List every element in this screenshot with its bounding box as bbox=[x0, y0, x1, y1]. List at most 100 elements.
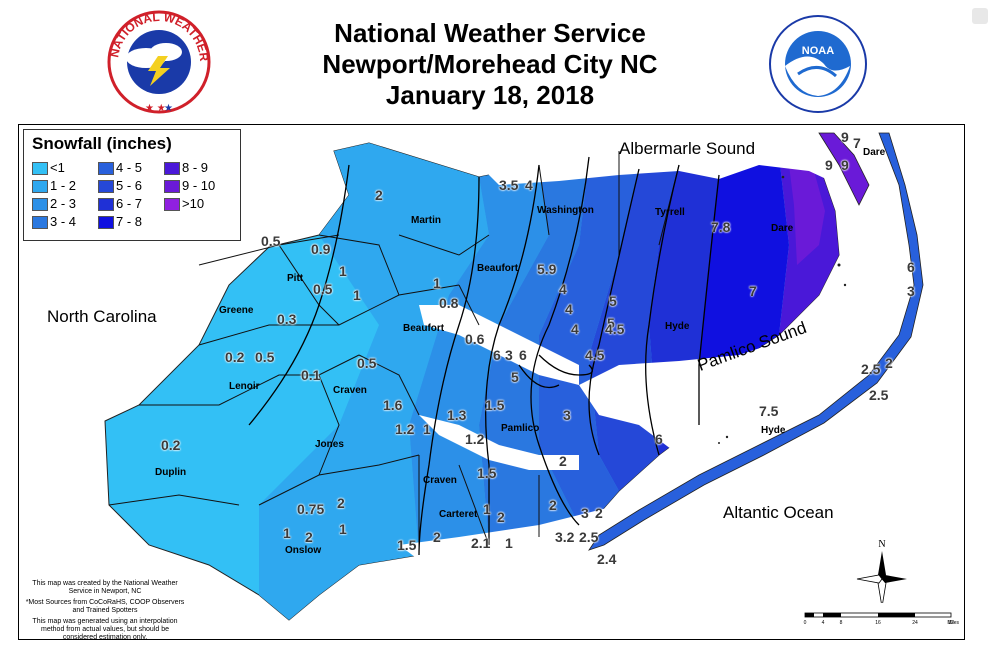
svg-text:8: 8 bbox=[840, 620, 843, 626]
noaa-logo: NOAA bbox=[769, 15, 867, 113]
svg-text:0: 0 bbox=[804, 620, 807, 626]
snow-value: 0.1 bbox=[301, 367, 321, 383]
snow-value: 3 bbox=[563, 407, 571, 423]
scale-bar: 0 4 8 16 24 32 Miles bbox=[804, 612, 959, 626]
snow-value: 2.5 bbox=[579, 529, 599, 545]
legend-swatch bbox=[164, 162, 180, 175]
svg-text:★ ★: ★ ★ bbox=[145, 103, 166, 114]
snow-value: 0.8 bbox=[439, 295, 459, 311]
county-jones: Jones bbox=[315, 439, 344, 450]
svg-text:4: 4 bbox=[822, 620, 825, 626]
snow-value: 5 bbox=[511, 369, 519, 385]
snow-value: 1.2 bbox=[465, 431, 485, 447]
snow-value: 2 bbox=[337, 495, 345, 511]
snow-value: 2.1 bbox=[471, 535, 491, 551]
snow-value: 0.3 bbox=[277, 311, 297, 327]
snow-value: 3 bbox=[581, 505, 589, 521]
county-beaufort-east: Beaufort bbox=[477, 263, 519, 274]
snow-value: 0.2 bbox=[225, 349, 245, 365]
svg-text:16: 16 bbox=[875, 620, 881, 626]
snow-value: 0.5 bbox=[357, 355, 377, 371]
snow-value: 2 bbox=[549, 497, 557, 513]
atlantic-ocean-label: Altantic Ocean bbox=[723, 503, 834, 522]
compass-rose-icon: N bbox=[856, 539, 907, 603]
legend-label: 3 - 4 bbox=[50, 214, 77, 229]
snowfall-legend: Snowfall (inches) <1 1 - 2 2 - 3 3 - 4 4 - 5… bbox=[23, 129, 241, 241]
snow-value: 7 bbox=[749, 283, 757, 299]
snow-value: 1.5 bbox=[477, 465, 497, 481]
county-lenoir: Lenoir bbox=[229, 381, 260, 392]
snow-value: 5 bbox=[607, 315, 615, 331]
snow-value: 1 bbox=[423, 421, 431, 437]
county-onslow: Onslow bbox=[285, 545, 322, 556]
legend-swatch bbox=[98, 216, 114, 229]
bogue-sound-water bbox=[399, 505, 639, 560]
snow-value: 1.6 bbox=[383, 397, 403, 413]
snow-value: 1 bbox=[483, 501, 491, 517]
snow-value: 2 bbox=[885, 355, 893, 371]
snowfall-contours bbox=[248, 156, 720, 556]
snow-value: 2 bbox=[433, 529, 441, 545]
snow-value: 0.9 bbox=[311, 241, 331, 257]
snow-value: 1 bbox=[283, 525, 291, 541]
snow-value: 1 bbox=[339, 263, 347, 279]
county-washington: Washington bbox=[537, 205, 594, 216]
county-hyde: Hyde bbox=[665, 321, 690, 332]
county-pitt: Pitt bbox=[287, 273, 304, 284]
county-martin: Martin bbox=[411, 215, 441, 226]
outer-banks-north bbox=[818, 132, 870, 206]
legend-label: <1 bbox=[50, 160, 65, 175]
county-tyrrell: Tyrrell bbox=[655, 207, 685, 218]
snow-value: 2 bbox=[305, 529, 313, 545]
legend-label: 5 - 6 bbox=[116, 178, 143, 193]
snow-value: 0.5 bbox=[255, 349, 275, 365]
snow-value: 7 bbox=[853, 135, 861, 151]
legend-label: 1 - 2 bbox=[50, 178, 77, 193]
county-dare: Dare bbox=[771, 223, 794, 234]
snow-value: 4 bbox=[565, 301, 573, 317]
albemarle-sound-label: Albermarle Sound bbox=[619, 139, 756, 158]
albemarle-sound-water bbox=[479, 139, 839, 185]
snow-value: 1.5 bbox=[485, 397, 505, 413]
map-header: NATIONAL WEATHER SERVICE ★ ★ ★ National … bbox=[0, 0, 998, 120]
county-craven-north: Craven bbox=[333, 385, 367, 396]
map-title-line-1: National Weather Service bbox=[334, 18, 646, 48]
svg-text:Miles: Miles bbox=[947, 620, 959, 626]
snow-value: 1 bbox=[339, 521, 347, 537]
legend-label: 6 - 7 bbox=[116, 196, 143, 211]
snow-value: 4.5 bbox=[605, 321, 625, 337]
snow-value: 5.9 bbox=[537, 261, 557, 277]
snow-value: 2.4 bbox=[597, 551, 617, 567]
svg-text:N: N bbox=[878, 539, 885, 550]
snow-value: 3.5 bbox=[499, 177, 519, 193]
snow-value: 2.5 bbox=[869, 387, 889, 403]
snow-value: 3.2 bbox=[555, 529, 575, 545]
snow-value: 6 bbox=[493, 347, 501, 363]
svg-text:★: ★ bbox=[164, 103, 173, 114]
snow-value: 2 bbox=[559, 453, 567, 469]
county-craven-south: Craven bbox=[423, 475, 457, 486]
legend-label: >10 bbox=[182, 196, 205, 211]
snow-value: 1 bbox=[505, 535, 513, 551]
county-boundaries bbox=[108, 151, 680, 555]
snow-value: 2 bbox=[497, 509, 505, 525]
county-pamlico: Pamlico bbox=[501, 423, 540, 434]
legend-label: 8 - 9 bbox=[182, 160, 209, 175]
snow-value: 1.2 bbox=[395, 421, 415, 437]
legend-label: 9 - 10 bbox=[182, 178, 216, 193]
zone-2-3 bbox=[409, 165, 549, 555]
nws-logo: NATIONAL WEATHER SERVICE ★ ★ ★ bbox=[98, 6, 211, 114]
zoom-icon[interactable] bbox=[972, 8, 988, 24]
snow-value: 9 bbox=[825, 157, 833, 173]
neuse-river-water bbox=[419, 415, 579, 470]
north-carolina-label: North Carolina bbox=[47, 307, 157, 326]
county-dare-banks: Dare bbox=[863, 147, 886, 158]
legend-swatch bbox=[164, 180, 180, 193]
county-carteret: Carteret bbox=[439, 509, 478, 520]
snow-value: 0.6 bbox=[465, 331, 485, 347]
map-title-line-3: January 18, 2018 bbox=[385, 80, 595, 110]
snowfall-map: Snowfall (inches) <1 1 - 2 2 - 3 3 - 4 4 - 5… bbox=[18, 124, 965, 640]
snow-value: 1.3 bbox=[447, 407, 467, 423]
zone-1-2 bbox=[259, 143, 489, 620]
snow-value: 3 bbox=[907, 283, 915, 299]
